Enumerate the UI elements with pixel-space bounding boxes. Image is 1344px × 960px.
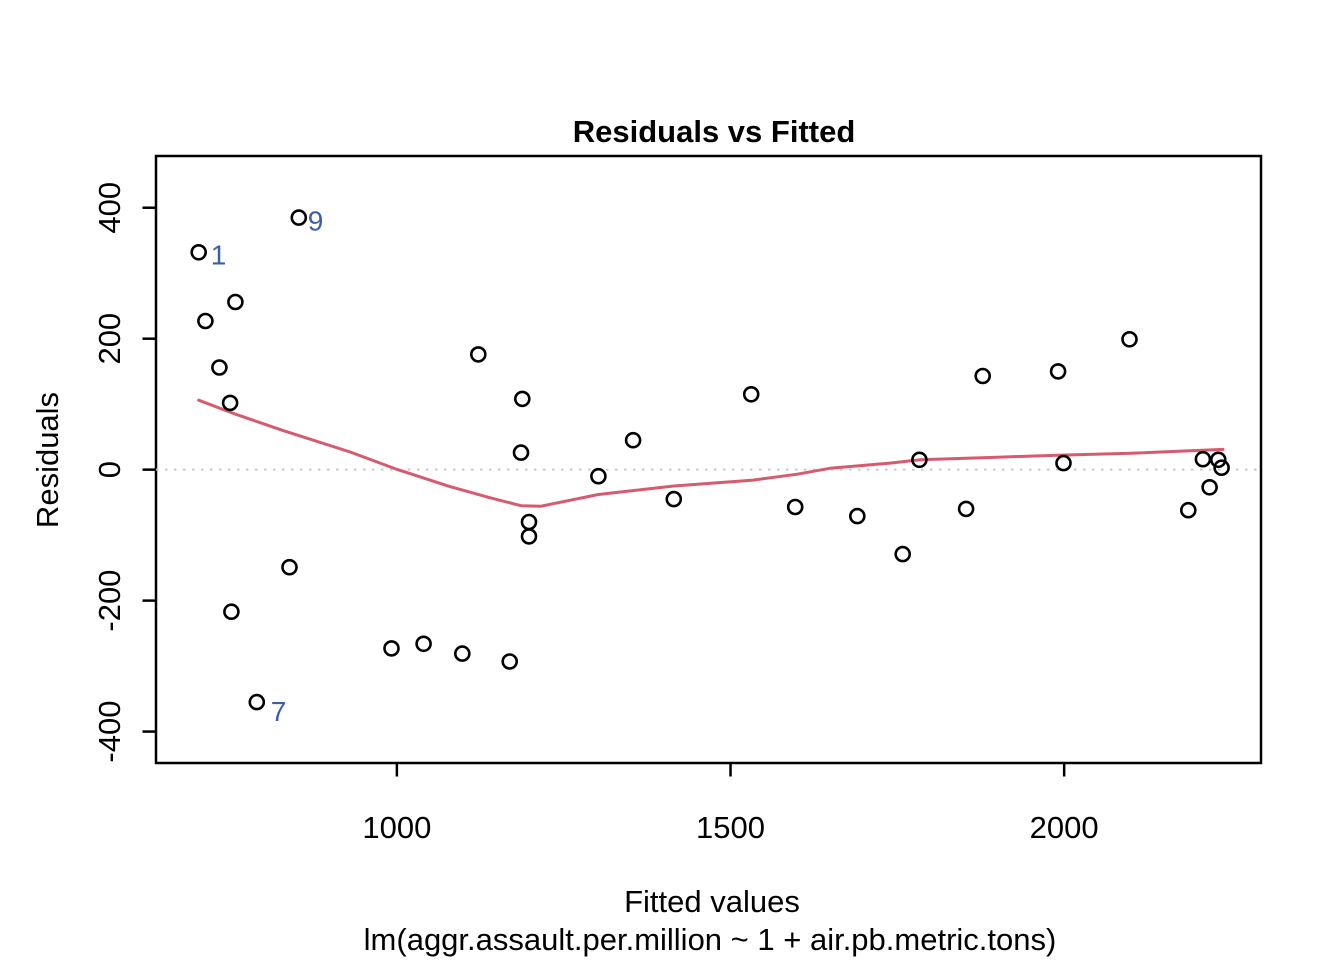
data-point	[221, 394, 239, 412]
point-label: 1	[211, 239, 227, 270]
x-tick-label: 1000	[362, 810, 431, 845]
x-tick-label: 2000	[1030, 810, 1099, 845]
data-point	[786, 498, 804, 516]
smooth-line-group	[197, 398, 1225, 508]
data-point	[1210, 451, 1227, 469]
data-point	[1055, 454, 1072, 472]
data-point	[469, 346, 487, 363]
data-point	[911, 451, 928, 469]
data-point	[211, 359, 228, 376]
data-point	[624, 431, 642, 449]
x-axis-title: Fitted values	[624, 884, 800, 919]
data-point	[281, 558, 298, 576]
y-tick-label: -200	[92, 570, 127, 632]
y-axis-title: Residuals	[30, 392, 65, 528]
plot-box	[154, 154, 1263, 765]
data-point	[1121, 330, 1138, 348]
lowess-smooth-line	[197, 398, 1225, 508]
data-point	[1201, 478, 1218, 496]
data-point	[520, 528, 538, 545]
data-point	[223, 603, 240, 621]
data-points-group: 1 7 9	[190, 206, 1230, 727]
point-label: 9	[308, 206, 324, 237]
y-tick-label: 0	[92, 461, 127, 478]
data-point	[290, 209, 308, 226]
data-point	[957, 500, 975, 518]
point-label: 7	[271, 696, 287, 727]
data-point	[1049, 363, 1067, 380]
y-tick-label: 200	[92, 313, 127, 365]
data-point	[512, 444, 530, 461]
data-point	[1180, 501, 1197, 519]
model-formula-subtitle: lm(aggr.assault.per.million ~ 1 + air.pb…	[364, 922, 1057, 957]
data-point	[190, 244, 207, 261]
data-point	[665, 490, 683, 508]
y-tick-label: -400	[92, 701, 127, 763]
axis-ticks-group: 1000 1500 2000 -400 -200 0 200 400	[92, 182, 1099, 845]
data-point	[1213, 459, 1230, 477]
data-point	[742, 385, 760, 403]
data-point	[520, 513, 538, 531]
data-point	[848, 507, 866, 525]
data-point	[974, 367, 992, 385]
data-point	[197, 312, 214, 330]
data-point	[894, 545, 912, 563]
x-tick-label: 1500	[696, 810, 765, 845]
data-point	[227, 293, 244, 311]
plot-title: Residuals vs Fitted	[573, 114, 856, 149]
data-point	[248, 693, 266, 711]
data-point	[513, 390, 531, 408]
y-tick-label: 400	[92, 182, 127, 234]
data-point	[415, 635, 432, 653]
data-point	[453, 645, 471, 662]
data-point	[501, 653, 519, 670]
data-point	[1194, 450, 1212, 468]
data-point	[383, 640, 400, 657]
data-point	[590, 467, 607, 485]
